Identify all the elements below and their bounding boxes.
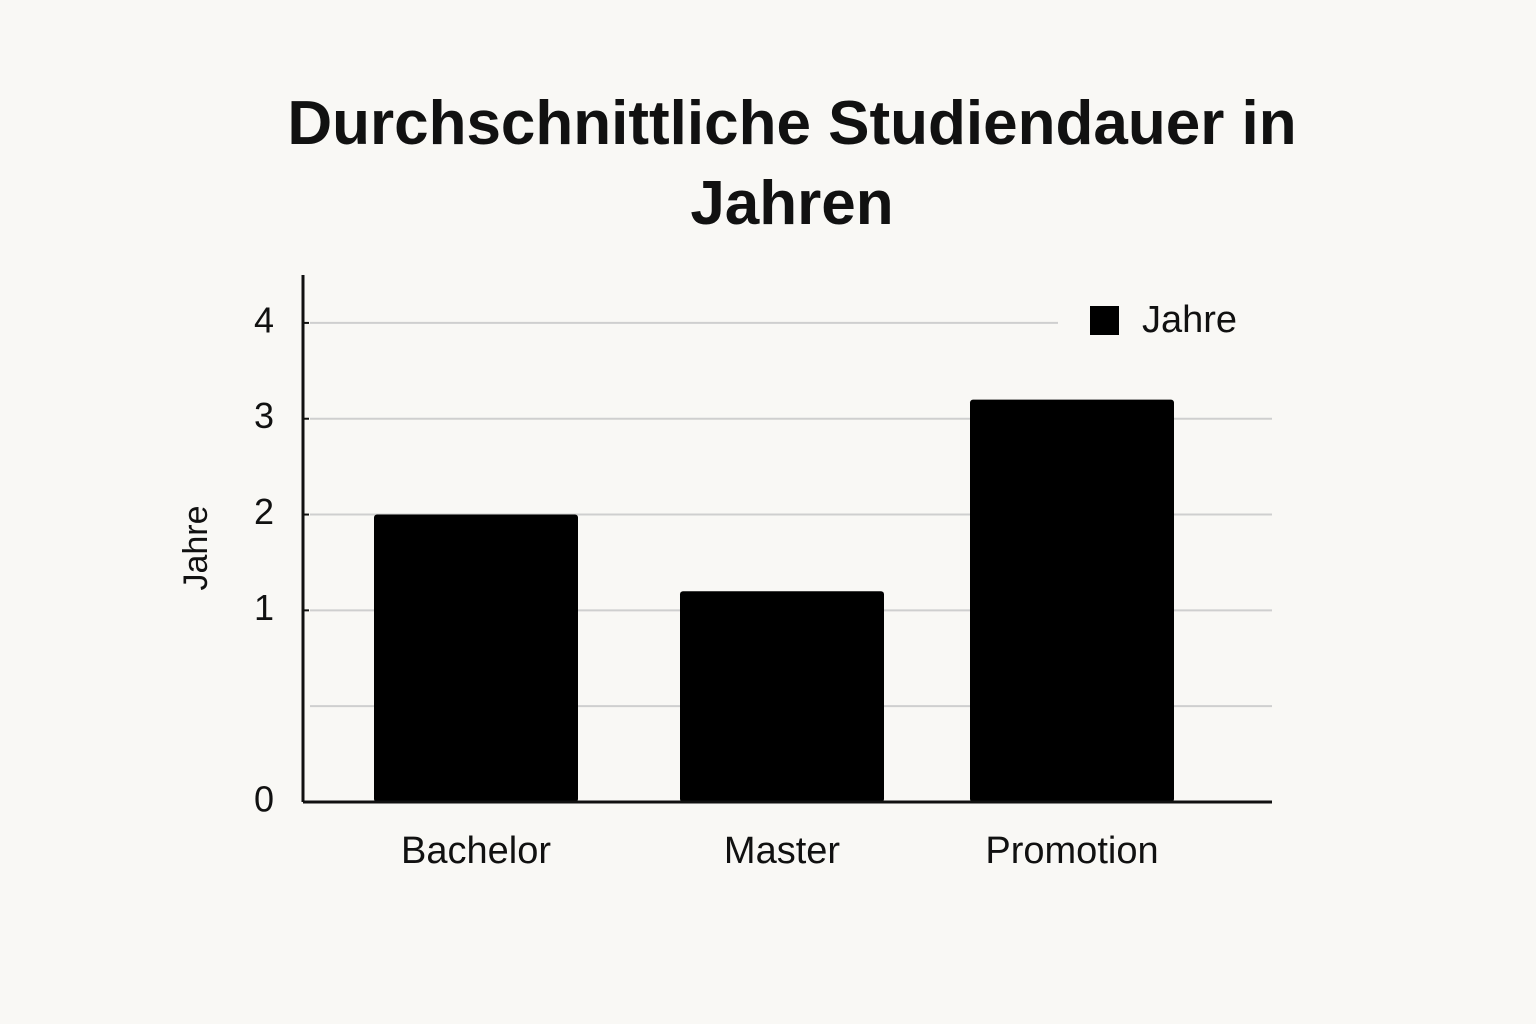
y-tick-label: 3 xyxy=(254,395,274,436)
x-tick-label: Bachelor xyxy=(401,830,551,872)
y-axis-label: Jahre xyxy=(177,505,215,590)
bar xyxy=(680,591,884,802)
chart-title: Durchschnittliche Studiendauer in Jahren xyxy=(287,89,1297,238)
bar xyxy=(374,514,578,802)
legend-swatch xyxy=(1090,306,1119,335)
y-tick-label: 4 xyxy=(254,299,274,340)
y-tick-label: 2 xyxy=(254,491,274,532)
y-tick-label: 1 xyxy=(254,587,274,628)
bar xyxy=(970,399,1174,802)
legend-label: Jahre xyxy=(1142,299,1237,341)
y-tick-label: 0 xyxy=(254,779,274,820)
x-tick-label: Promotion xyxy=(985,830,1158,872)
x-tick-label: Master xyxy=(724,830,840,872)
